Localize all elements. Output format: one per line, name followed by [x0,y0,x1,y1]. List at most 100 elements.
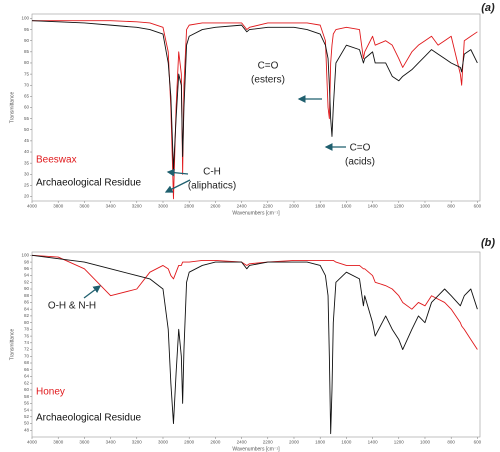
y-tick-label: 96 [24,266,30,271]
y-tick-label: 94 [24,273,30,278]
x-tick-label: 1200 [394,204,405,209]
spectrum-line [32,20,478,200]
annotation: C=O [350,143,371,154]
y-tick-label: 90 [24,38,30,43]
x-tick-label: 3000 [158,440,169,445]
y-tick-label: 84 [24,306,30,311]
panel-label: (a) [481,2,495,14]
arrows [83,95,346,299]
x-tick-label: 3800 [53,204,64,209]
x-tick-label: 2000 [289,204,300,209]
x-tick-label: 3800 [53,440,64,445]
x-tick-label: 1000 [420,204,431,209]
y-tick-label: 80 [24,320,30,325]
y-tick-label: 88 [24,293,30,298]
x-tick-label: 1400 [368,204,379,209]
plot-area [31,13,481,202]
x-tick-label: 1600 [341,440,352,445]
y-tick-label: 40 [24,149,30,154]
annotation: (esters) [251,75,285,86]
y-tick-label: 76 [24,333,30,338]
x-tick-label: 800 [447,440,455,445]
x-tick-label: 2000 [289,440,300,445]
y-tick-label: 90 [24,286,30,291]
x-tick-label: 3200 [132,440,143,445]
y-tick-label: 70 [24,82,30,87]
y-tick-label: 45 [24,138,30,143]
y-tick-label: 48 [24,427,30,432]
y-tick-label: 50 [24,421,30,426]
legend-label: Archaeological Residue [36,413,142,424]
x-tick-label: 2400 [237,204,248,209]
y-tick-label: 25 [24,183,30,188]
x-tick-label: 600 [474,204,482,209]
y-axis-title: Transmittance [9,329,15,361]
y-tick-label: 85 [24,49,30,54]
x-tick-label: 2600 [210,204,221,209]
arrow [83,285,102,299]
y-tick-label: 68 [24,360,30,365]
y-tick-label: 35 [24,160,30,165]
x-tick-label: 1800 [315,204,326,209]
x-tick-label: 2200 [263,440,274,445]
y-tick-label: 65 [24,94,30,99]
plot-area [31,251,481,438]
x-tick-label: 3400 [106,204,117,209]
annotation: (acids) [345,157,375,168]
x-tick-label: 1600 [341,204,352,209]
y-tick-label: 62 [24,380,30,385]
x-tick-label: 800 [447,204,455,209]
x-tick-label: 4000 [27,440,38,445]
annotation: C=O [258,61,279,72]
x-tick-label: 4000 [27,204,38,209]
x-tick-label: 3400 [106,440,117,445]
y-tick-label: 56 [24,401,30,406]
y-tick-label: 60 [24,387,30,392]
x-tick-label: 1400 [368,440,379,445]
legend-label: Archaeological Residue [36,178,142,189]
y-tick-label: 50 [24,127,30,132]
y-tick-label: 66 [24,367,30,372]
y-tick-label: 55 [24,116,30,121]
y-tick-label: 30 [24,171,30,176]
x-axis-title: Wavenumbers [cm⁻¹] [232,446,280,452]
y-tick-label: 60 [24,105,30,110]
annotation: C-H [203,167,221,178]
y-tick-label: 54 [24,407,30,412]
y-tick-label: 95 [24,27,30,32]
y-tick-label: 58 [24,394,30,399]
x-tick-label: 2600 [210,440,221,445]
y-tick-label: 80 [24,60,30,65]
x-tick-label: 600 [474,440,482,445]
legend-label: Beeswax [36,155,77,166]
y-tick-label: 52 [24,414,30,419]
x-tick-label: 2800 [184,440,195,445]
panel-label: (b) [481,237,495,249]
y-tick-label: 70 [24,353,30,358]
x-tick-label: 3200 [132,204,143,209]
y-tick-label: 74 [24,340,30,345]
y-tick-label: 86 [24,300,30,305]
y-tick-label: 72 [24,347,30,352]
y-tick-label: 82 [24,313,30,318]
x-tick-label: 3000 [158,204,169,209]
y-tick-label: 78 [24,327,30,332]
x-tick-label: 1000 [420,440,431,445]
y-tick-label: 100 [21,16,29,21]
y-tick-label: 92 [24,279,30,284]
y-tick-label: 64 [24,374,30,379]
x-tick-label: 2800 [184,204,195,209]
legend-label: Honey [36,387,65,398]
x-tick-label: 3600 [79,204,90,209]
y-axis-title: Transmittance [9,92,15,124]
arrow [166,168,189,177]
arrow [164,179,191,193]
y-tick-label: 98 [24,259,30,264]
spectrum-line [31,254,478,435]
spectrum-line [31,254,478,350]
annotation: (aliphatics) [188,181,236,192]
x-tick-label: 2200 [263,204,274,209]
x-axis-title: Wavenumbers [cm⁻¹] [232,210,280,216]
y-tick-label: 75 [24,71,30,76]
